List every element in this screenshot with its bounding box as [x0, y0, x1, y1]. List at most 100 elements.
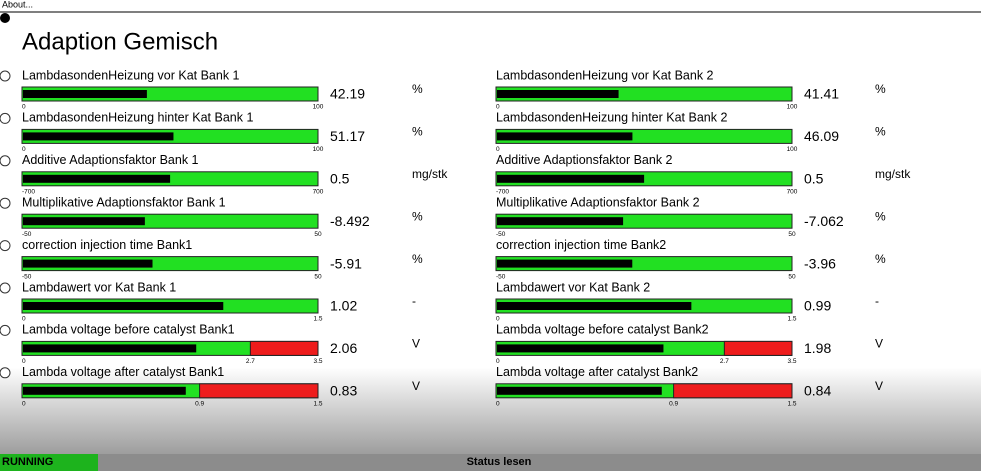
gauge-value: 51.17 — [330, 128, 365, 144]
gauge-max-label: 1.5 — [787, 401, 796, 408]
gauge-label: Lambdawert vor Kat Bank 1 — [22, 280, 176, 294]
gauge-bar — [497, 217, 624, 226]
gauge-bar — [497, 90, 619, 98]
gauge-unit: V — [412, 337, 420, 351]
gauge-label: LambdasondenHeizung hinter Kat Bank 2 — [496, 111, 727, 125]
gauge-threshold-label: 2.7 — [720, 358, 729, 365]
gauge-max-label: 700 — [313, 189, 324, 196]
gauge-alarm-zone — [723, 340, 793, 356]
gauge-unit: % — [412, 209, 423, 223]
gauge-min-label: 0 — [22, 358, 26, 365]
gauge-value: 2.06 — [330, 340, 357, 356]
gauge-bar — [497, 344, 664, 353]
gauge-min-label: -700 — [22, 189, 35, 196]
gauge-bar — [497, 174, 645, 183]
gauge-bar — [23, 132, 174, 141]
gauge-alarm-zone — [673, 383, 793, 399]
gauge-value: 46.09 — [804, 128, 839, 144]
gauge-unit: - — [412, 294, 416, 308]
status-bar — [0, 454, 981, 471]
gauge-threshold-label: 0.9 — [669, 401, 678, 408]
gauge-max-label: 50 — [788, 231, 796, 238]
gauge-value: 42.19 — [330, 86, 365, 102]
gauge-label: Multiplikative Adaptionsfaktor Bank 2 — [496, 195, 700, 209]
gauge-unit: % — [875, 209, 886, 223]
gauge-max-label: 100 — [313, 104, 324, 111]
radio-button[interactable] — [0, 282, 11, 294]
gauge-label: Lambdawert vor Kat Bank 2 — [496, 280, 650, 294]
gauge-min-label: 0 — [496, 358, 500, 365]
gauge-value: 1.02 — [330, 298, 357, 314]
gauge-label: correction injection time Bank1 — [22, 238, 192, 252]
gauge-unit: % — [875, 252, 886, 266]
gauge-label: LambdasondenHeizung vor Kat Bank 1 — [22, 68, 240, 82]
gauge-alarm-zone — [249, 340, 319, 356]
gauge-bar — [497, 132, 633, 141]
gauge-bar — [23, 344, 197, 353]
gauge-max-label: 100 — [787, 104, 798, 111]
gauge-value: -8.492 — [330, 213, 370, 229]
gauge-value: 0.99 — [804, 298, 831, 314]
status-action[interactable]: Status lesen — [467, 456, 532, 468]
radio-button[interactable] — [0, 324, 11, 336]
gauge-max-label: 1.5 — [313, 316, 322, 323]
gauge-unit: mg/stk — [412, 167, 448, 181]
gauge-unit: V — [875, 379, 883, 393]
gauge-min-label: -700 — [496, 189, 509, 196]
radio-button[interactable] — [0, 70, 11, 82]
gauge-bar — [497, 302, 692, 310]
gauge-label: Lambda voltage after catalyst Bank2 — [496, 365, 698, 379]
gauge-unit: % — [412, 252, 423, 266]
gauge-label: Additive Adaptionsfaktor Bank 2 — [496, 153, 673, 167]
gauge-min-label: 0 — [22, 401, 26, 408]
gauge-max-label: 100 — [787, 146, 798, 153]
gauge-value: -3.96 — [804, 255, 836, 271]
gauge-bar — [23, 217, 145, 226]
gauge-max-label: 50 — [788, 273, 796, 280]
gauge-min-label: -50 — [22, 273, 32, 280]
gauge-label: correction injection time Bank2 — [496, 238, 666, 252]
about-menu[interactable]: About... — [2, 0, 33, 9]
status-state: RUNNING — [2, 456, 53, 468]
radio-button[interactable] — [0, 112, 11, 124]
gauge-unit: % — [875, 82, 886, 96]
gauge-min-label: 0 — [496, 146, 500, 153]
gauge-max-label: 100 — [313, 146, 324, 153]
gauge-max-label: 3.5 — [787, 358, 796, 365]
gauge-label: LambdasondenHeizung hinter Kat Bank 1 — [22, 111, 253, 125]
gauge-min-label: -50 — [22, 231, 32, 238]
gauge-bar — [497, 259, 633, 268]
indicator-dot — [0, 13, 10, 23]
gauge-max-label: 50 — [314, 231, 322, 238]
gauge-min-label: -50 — [496, 273, 506, 280]
gauge-value: 1.98 — [804, 340, 831, 356]
gauge-unit: V — [412, 379, 420, 393]
gauge-unit: mg/stk — [875, 167, 911, 181]
gauge-min-label: 0 — [22, 316, 26, 323]
gauge-label: Lambda voltage before catalyst Bank2 — [496, 323, 709, 337]
gauge-max-label: 3.5 — [313, 358, 322, 365]
gauge-min-label: 0 — [22, 146, 26, 153]
gauge-max-label: 1.5 — [787, 316, 796, 323]
radio-button[interactable] — [0, 240, 11, 252]
gauge-min-label: 0 — [496, 104, 500, 111]
gauge-unit: V — [875, 337, 883, 351]
gauge-threshold-label: 2.7 — [246, 358, 255, 365]
gauge-value: -5.91 — [330, 255, 362, 271]
gauge-min-label: 0 — [496, 401, 500, 408]
gauge-bar — [23, 90, 147, 98]
gauge-bar — [497, 386, 662, 395]
radio-button[interactable] — [0, 155, 11, 167]
radio-button[interactable] — [0, 197, 11, 209]
gauge-value: 0.84 — [804, 383, 831, 399]
radio-button[interactable] — [0, 367, 11, 379]
gauge-bar — [23, 386, 186, 395]
gauge-unit: - — [875, 294, 879, 308]
gauge-label: Lambda voltage before catalyst Bank1 — [22, 323, 235, 337]
status-state-box — [0, 454, 98, 471]
gauge-threshold-label: 0.9 — [195, 401, 204, 408]
gauge-max-label: 1.5 — [313, 401, 322, 408]
gauge-value: -7.062 — [804, 213, 844, 229]
gauge-value: 0.83 — [330, 383, 357, 399]
